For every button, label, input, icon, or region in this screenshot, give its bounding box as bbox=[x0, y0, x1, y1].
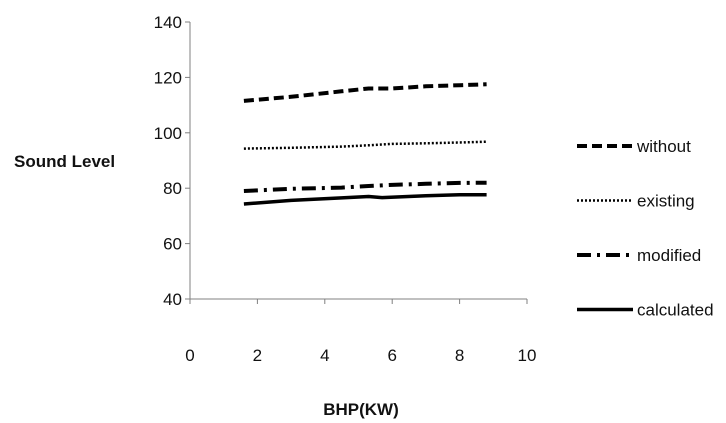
y-axis-label: Sound Level bbox=[14, 152, 115, 171]
series-line-existing bbox=[243, 140, 487, 150]
y-tick-label: 60 bbox=[163, 235, 182, 254]
series-line-without bbox=[243, 82, 487, 103]
x-tick-label: 4 bbox=[320, 346, 329, 365]
legend-label-without: without bbox=[636, 137, 691, 156]
series-line-modified bbox=[243, 180, 487, 193]
x-tick-label: 8 bbox=[455, 346, 464, 365]
x-axis-label: BHP(KW) bbox=[323, 400, 399, 419]
y-tick-label: 40 bbox=[163, 290, 182, 309]
legend-label-calculated: calculated bbox=[637, 301, 714, 320]
x-tick-label: 2 bbox=[253, 346, 262, 365]
y-tick-label: 100 bbox=[154, 124, 182, 143]
x-tick-label: 0 bbox=[185, 346, 194, 365]
y-tick-label: 120 bbox=[154, 68, 182, 87]
y-tick-label: 80 bbox=[163, 179, 182, 198]
axes bbox=[185, 21, 528, 304]
series-lines bbox=[243, 82, 487, 206]
legend-label-existing: existing bbox=[637, 192, 695, 211]
tick-labels: 40 60 80 100 120 140 0 2 4 6 8 10 bbox=[154, 13, 537, 365]
x-tick-label: 10 bbox=[518, 346, 537, 365]
y-tick-label: 140 bbox=[154, 13, 182, 32]
series-line-calculated bbox=[243, 193, 487, 206]
legend-label-modified: modified bbox=[637, 246, 701, 265]
x-tick-label: 6 bbox=[387, 346, 396, 365]
legend: without existing modified calculated bbox=[577, 137, 714, 320]
